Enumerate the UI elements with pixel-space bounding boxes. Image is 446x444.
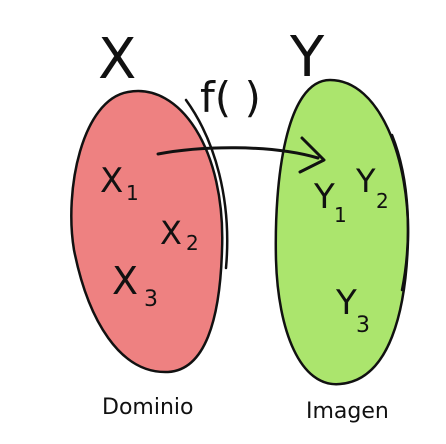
- mapping-arrow-head: [298, 136, 326, 174]
- mapping-arrow: [156, 146, 320, 160]
- codomain-element: Y 2: [355, 162, 389, 213]
- element-subscript: 1: [126, 181, 139, 205]
- element-subscript: 3: [356, 313, 370, 338]
- element-label: X: [112, 259, 138, 303]
- codomain-caption: Imagen: [306, 399, 389, 424]
- domain-set-shape: [70, 89, 224, 374]
- domain-set-outline-stroke: [184, 98, 229, 270]
- element-subscript: 1: [334, 203, 347, 227]
- codomain-element: Y 3: [335, 283, 370, 338]
- domain-set-name: X: [98, 27, 136, 92]
- element-subscript: 3: [144, 287, 158, 312]
- element-label: Y: [355, 162, 376, 200]
- element-subscript: 2: [376, 189, 389, 213]
- element-label: Y: [313, 177, 335, 217]
- codomain-set-outline-stroke: [390, 133, 410, 292]
- element-subscript: 2: [186, 231, 199, 255]
- domain-element: X 1: [100, 161, 139, 205]
- function-label: f( ): [200, 73, 261, 122]
- domain-element: X 3: [112, 259, 158, 312]
- codomain-set-name: Y: [289, 25, 325, 90]
- element-label: X: [160, 214, 182, 252]
- codomain-set-shape: [274, 78, 410, 386]
- element-label: X: [100, 161, 123, 201]
- domain-caption: Dominio: [102, 395, 193, 420]
- codomain-element: Y 1: [313, 177, 347, 227]
- domain-element: X 2: [160, 214, 199, 255]
- element-label: Y: [335, 283, 357, 323]
